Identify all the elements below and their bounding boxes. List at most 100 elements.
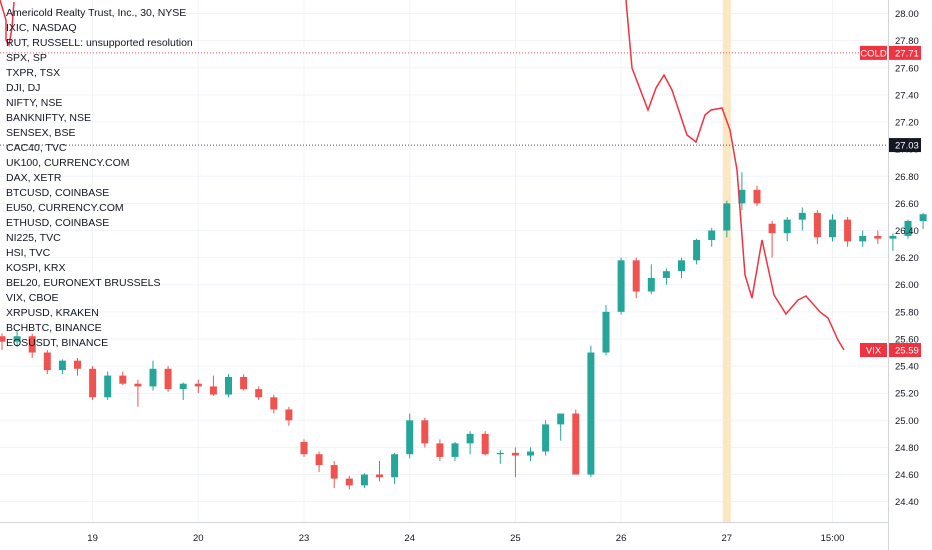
candle-body xyxy=(89,368,97,398)
y-tick-label: 27.60 xyxy=(895,63,919,74)
candle-body xyxy=(164,368,172,390)
candle-body xyxy=(753,189,761,204)
candle-body xyxy=(0,336,6,342)
candle-body xyxy=(783,219,791,234)
candle-body xyxy=(768,223,776,234)
candle-body xyxy=(436,443,444,457)
candle-body xyxy=(376,474,383,478)
crosshair-tag-value-box xyxy=(889,138,921,153)
highlight-bar xyxy=(722,0,731,522)
y-tick-label: 27.40 xyxy=(895,90,919,101)
y-tick-label: 26.80 xyxy=(895,172,919,183)
candle-body xyxy=(572,413,580,475)
x-tick-label: 15:00 xyxy=(821,533,845,544)
candle-body xyxy=(179,383,187,390)
y-tick-label: 24.80 xyxy=(895,443,919,454)
cold-tag-value-box xyxy=(889,45,921,60)
legend-symbol[interactable]: BCHBTC, BINANCE xyxy=(6,322,102,334)
vix-tag-label: VIX xyxy=(866,346,882,357)
y-tick-label: 25.80 xyxy=(895,307,919,318)
x-tick-label: 25 xyxy=(510,533,521,544)
candle-body xyxy=(43,352,51,371)
candle-body xyxy=(391,454,399,478)
highlight-band xyxy=(722,0,731,522)
candle-body xyxy=(723,203,731,231)
candle-body xyxy=(225,376,232,395)
legend-symbol[interactable]: UK100, CURRENCY.COM xyxy=(6,157,130,169)
legend-symbol[interactable]: KOSPI, KRX xyxy=(6,262,66,274)
candle-body xyxy=(813,212,821,238)
crosshair-tag-value: 27.03 xyxy=(895,141,919,152)
legend-symbol[interactable]: DAX, XETR xyxy=(6,172,62,184)
candle-body xyxy=(270,397,278,410)
y-tick-label: 27.20 xyxy=(895,118,919,129)
legend-symbol[interactable]: BTCUSD, COINBASE xyxy=(6,187,110,199)
legend-symbol[interactable]: HSI, TVC xyxy=(6,247,51,259)
legend-symbol[interactable]: IXIC, NASDAQ xyxy=(6,22,77,34)
vix-tag-value: 25.59 xyxy=(895,346,919,357)
vix-tag-value-box xyxy=(889,343,921,357)
y-tick-label: 26.40 xyxy=(895,226,919,237)
legend-symbol[interactable]: CAC40, TVC xyxy=(6,142,67,154)
candle-body xyxy=(829,219,836,238)
legend-symbol[interactable]: SPX, SP xyxy=(6,52,47,64)
candle-body xyxy=(904,221,912,236)
candle-body xyxy=(58,360,66,371)
candle-body xyxy=(13,336,21,342)
y-tick-label: 25.40 xyxy=(895,362,919,373)
candle-body xyxy=(345,478,353,486)
legend-symbol-list: IXIC, NASDAQ RUT, RUSSELL: unsupported re… xyxy=(6,21,193,351)
vix-line xyxy=(0,0,845,351)
legend-symbol[interactable]: EOSUSDT, BINANCE xyxy=(6,337,109,349)
legend-symbol[interactable]: NI225, TVC xyxy=(6,232,61,244)
legend-symbol[interactable]: DJI, DJ xyxy=(6,82,41,94)
candle-body xyxy=(617,260,625,312)
candle-body xyxy=(889,235,897,239)
legend-symbol[interactable]: BEL20, EURONEXT BRUSSELS xyxy=(6,277,161,289)
candle-body xyxy=(466,433,474,444)
candle-body xyxy=(240,376,248,390)
candles xyxy=(0,172,927,490)
legend-title[interactable]: Americold Realty Trust, Inc., 30, NYSE xyxy=(6,7,187,19)
candle-body xyxy=(542,424,550,452)
candle-body xyxy=(557,413,565,425)
x-tick-label: 26 xyxy=(616,533,627,544)
cold-tag-value: 27.71 xyxy=(895,48,919,59)
legend-symbol[interactable]: VIX, CBOE xyxy=(6,292,59,304)
vix-tag-label-box xyxy=(860,343,887,357)
candle-body xyxy=(406,420,414,455)
y-tick-label: 24.40 xyxy=(895,497,919,508)
candle-body xyxy=(874,235,882,239)
vix-line-left xyxy=(0,0,15,48)
legend-symbol[interactable]: BANKNIFTY, NSE xyxy=(6,112,91,124)
y-tick-label: 28.00 xyxy=(895,9,919,20)
legend-symbol[interactable]: XRPUSD, KRAKEN xyxy=(6,307,99,319)
candle-body xyxy=(481,433,489,455)
x-tick-label: 24 xyxy=(404,533,415,544)
candle-body xyxy=(708,230,716,240)
legend-symbol[interactable]: SENSEX, BSE xyxy=(6,127,76,139)
legend-symbol[interactable]: TXPR, TSX xyxy=(6,67,61,79)
candle-body xyxy=(844,219,852,242)
candle-body xyxy=(285,409,293,421)
y-tick-label: 25.00 xyxy=(895,416,919,427)
candle-body xyxy=(149,368,157,387)
legend-symbol[interactable]: ETHUSD, COINBASE xyxy=(6,217,110,229)
y-tick-label: 25.20 xyxy=(895,389,919,400)
legend-symbol[interactable]: NIFTY, NSE xyxy=(6,97,63,109)
legend-symbol[interactable]: RUT, RUSSELL: unsupported resolution xyxy=(6,37,193,49)
candle-body xyxy=(104,375,112,398)
candle-body xyxy=(587,352,595,475)
legend-symbol[interactable]: EU50, CURRENCY.COM xyxy=(6,202,124,214)
candle-body xyxy=(496,452,504,455)
candle-body xyxy=(647,277,655,292)
candle-body xyxy=(330,465,338,479)
y-tick-label: 26.20 xyxy=(895,253,919,264)
x-tick-label: 27 xyxy=(722,533,733,544)
x-tick-label: 23 xyxy=(299,533,310,544)
candle-body xyxy=(798,212,806,220)
candle-body xyxy=(919,214,927,222)
candle-body xyxy=(693,239,701,261)
